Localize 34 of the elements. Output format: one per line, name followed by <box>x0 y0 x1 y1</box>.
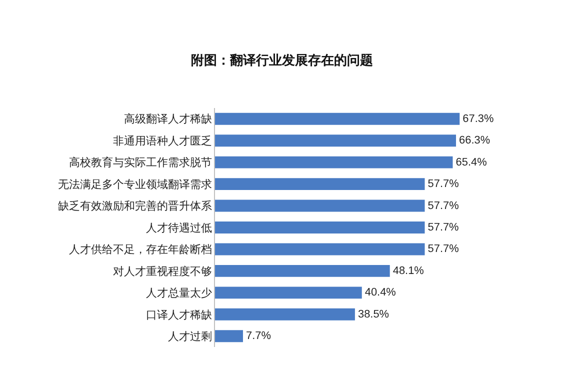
bar <box>215 156 453 168</box>
y-tick-label: 缺乏有效激励和完善的晋升体系 <box>58 200 212 213</box>
data-label: 48.1% <box>392 264 424 277</box>
bar <box>215 222 425 234</box>
data-label: 40.4% <box>364 286 396 299</box>
bar <box>215 178 425 190</box>
data-label: 57.7% <box>428 243 460 256</box>
chart-title: 附图：翻译行业发展存在的问题 <box>191 52 373 69</box>
y-tick-label: 人才待遇过低 <box>146 221 212 234</box>
data-label: 67.3% <box>462 112 494 125</box>
y-tick-label: 口译人才稀缺 <box>146 308 212 322</box>
y-tick-label: 高级翻译人才稀缺 <box>124 112 212 126</box>
bar <box>215 200 425 212</box>
data-label: 66.3% <box>459 134 490 147</box>
bar <box>215 243 425 256</box>
bar <box>215 308 355 320</box>
bar <box>215 264 390 277</box>
bar <box>215 286 362 299</box>
y-tick-label: 人才总量太少 <box>146 286 212 300</box>
data-label: 38.5% <box>358 308 390 320</box>
y-tick-label: 人才过剩 <box>168 330 212 343</box>
data-label: 57.7% <box>428 200 460 212</box>
data-label: 7.7% <box>246 330 272 342</box>
y-tick-label: 非通用语种人才匮乏 <box>112 134 212 148</box>
y-tick-label: 对人才重视程度不够 <box>112 264 212 278</box>
y-tick-label: 人才供给不足，存在年龄断档 <box>68 243 212 256</box>
y-tick-label: 无法满足多个专业领域翻译需求 <box>58 178 212 191</box>
bar <box>215 134 456 147</box>
data-label: 65.4% <box>456 156 488 168</box>
data-label: 57.7% <box>428 221 460 234</box>
bar <box>215 330 243 342</box>
data-label: 57.7% <box>428 178 460 190</box>
bar <box>215 112 460 125</box>
y-tick-label: 高校教育与实际工作需求脱节 <box>68 156 212 170</box>
